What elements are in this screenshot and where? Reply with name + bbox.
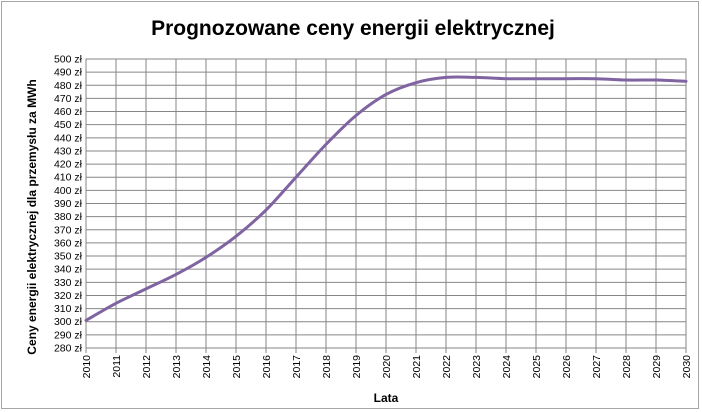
x-tick-label: 2021: [411, 355, 423, 379]
x-tick-label: 2020: [381, 355, 393, 379]
y-tick-label: 440 zł: [54, 132, 83, 144]
y-tick-label: 400 zł: [54, 185, 83, 197]
x-axis-tick-labels: 2010 2011 2012 2013 2014 2015 2016 2017 2018 2019…: [81, 355, 693, 379]
x-tick-label: 2022: [441, 355, 453, 379]
x-tick-label: 2025: [531, 355, 543, 379]
series-line: [84, 75, 688, 322]
x-tick-label: 2011: [111, 355, 123, 378]
chart-title: Prognozowane ceny energii elektrycznej: [151, 17, 555, 40]
y-tick-label: 280 zł: [54, 343, 83, 355]
x-tick-label: 2026: [561, 355, 573, 379]
y-tick-label: 300 zł: [54, 316, 83, 328]
y-tick-label: 290 zł: [54, 329, 83, 341]
x-tick-label: 2012: [141, 355, 153, 379]
x-tick-label: 2030: [681, 355, 693, 379]
x-tick-label: 2016: [261, 355, 273, 379]
series-layer: [84, 75, 688, 322]
x-tick-label: 2027: [591, 355, 603, 379]
x-tick-label: 2018: [321, 355, 333, 379]
y-tick-label: 310 zł: [54, 303, 83, 315]
x-axis-title: Lata: [374, 391, 399, 405]
y-tick-label: 360 zł: [54, 237, 83, 249]
y-tick-label: 470 zł: [54, 93, 83, 105]
x-tick-label: 2028: [621, 355, 633, 379]
y-tick-label: 420 zł: [54, 159, 83, 171]
y-tick-label: 450 zł: [54, 119, 83, 131]
y-tick-label: 370 zł: [54, 224, 83, 236]
x-tick-label: 2019: [351, 355, 363, 379]
x-tick-label: 2010: [81, 355, 93, 379]
y-tick-label: 380 zł: [54, 211, 83, 223]
x-tick-label: 2014: [201, 355, 213, 379]
y-tick-label: 330 zł: [54, 277, 83, 289]
gridlines: [85, 58, 687, 353]
y-tick-label: 350 zł: [54, 251, 83, 263]
y-tick-label: 410 zł: [54, 172, 83, 184]
y-tick-label: 500 zł: [54, 54, 83, 66]
y-tick-label: 490 zł: [54, 67, 83, 79]
y-tick-label: 390 zł: [54, 198, 83, 210]
x-tick-label: 2015: [231, 355, 243, 379]
y-tick-label: 340 zł: [54, 264, 83, 276]
y-axis-title: Ceny energii elektrycznej dla przemysłu …: [25, 79, 39, 354]
x-tick-label: 2024: [501, 355, 513, 379]
y-tick-label: 460 zł: [54, 106, 83, 118]
y-tick-label: 430 zł: [54, 145, 83, 157]
x-tick-label: 2023: [471, 355, 483, 379]
y-tick-label: 320 zł: [54, 290, 83, 302]
y-tick-label: 480 zł: [54, 80, 83, 92]
x-tick-label: 2029: [651, 355, 663, 379]
x-tick-label: 2017: [291, 355, 303, 379]
plot-area: [85, 58, 687, 349]
x-tick-label: 2013: [171, 355, 183, 379]
